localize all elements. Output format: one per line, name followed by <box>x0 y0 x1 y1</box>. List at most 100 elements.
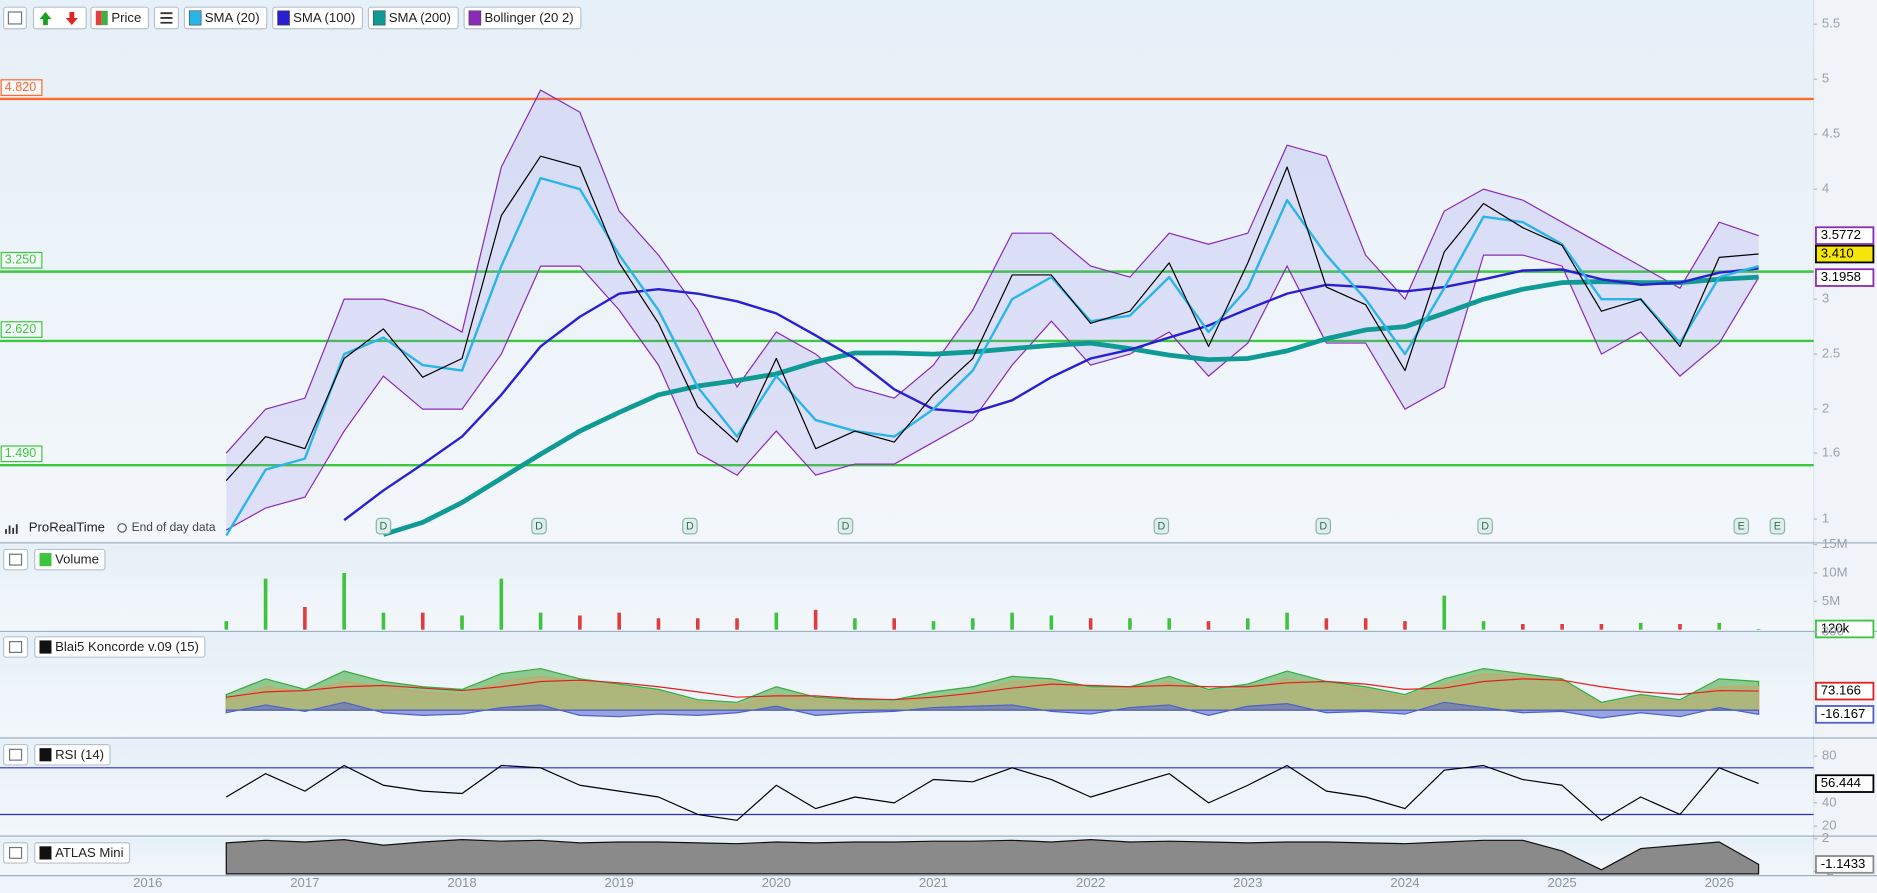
value-tag-box <box>1815 855 1875 874</box>
volume-bar <box>303 606 307 630</box>
volume-bar <box>1246 618 1250 630</box>
volume-bar <box>813 609 818 630</box>
x-tick-label: 2024 <box>1390 875 1419 890</box>
y-tick-label: 10M <box>1822 564 1848 579</box>
x-tick-label: 2022 <box>1076 875 1105 890</box>
volume-bar <box>460 615 464 630</box>
value-tag-box <box>1815 681 1875 701</box>
line <box>225 764 1759 821</box>
y-tick-label: 1.6 <box>1822 445 1840 460</box>
volume-bar <box>263 578 268 630</box>
window-button[interactable] <box>2 6 27 30</box>
event-label: D <box>380 521 388 533</box>
horizontal-line-label: 4.820 <box>5 80 36 94</box>
legend-button[interactable] <box>463 6 582 30</box>
legend-label: SMA (100) <box>293 10 355 25</box>
legend-label: Bollinger (20 2) <box>484 10 573 25</box>
y-tick-label: 4.5 <box>1822 126 1840 141</box>
y-tick-label: 20 <box>1822 818 1837 833</box>
panel-title-box[interactable] <box>34 743 111 766</box>
volume-bar <box>1560 623 1564 630</box>
value-tag: 56.444 <box>1821 775 1861 790</box>
volume-bar <box>1049 615 1054 630</box>
panel-title-box[interactable] <box>34 548 106 571</box>
event-marker <box>375 517 392 535</box>
x-tick-label: 2020 <box>762 875 791 890</box>
event-marker <box>1477 517 1493 535</box>
list-icon <box>160 12 173 24</box>
panel-window-button[interactable] <box>2 548 29 571</box>
volume-bar <box>656 618 661 630</box>
y-tick-label: 300 <box>1822 624 1844 639</box>
value-tag-box <box>1815 705 1875 724</box>
volume-bar <box>1756 628 1761 630</box>
volume-bar <box>1481 621 1486 630</box>
volume-bar <box>1521 623 1525 630</box>
x-tick-label: 2019 <box>605 875 634 890</box>
panel-window-button[interactable] <box>2 842 29 864</box>
volume-bar <box>1599 623 1604 630</box>
volume-bar <box>381 612 386 630</box>
x-tick-label: 2021 <box>919 875 948 890</box>
area <box>225 701 1760 719</box>
volume-bar <box>1324 618 1329 630</box>
legend-swatch <box>468 10 482 26</box>
bollinger-band <box>226 90 1759 531</box>
panel-title-swatch <box>39 846 52 860</box>
legend-label: SMA (20) <box>205 10 260 25</box>
y-tick-label: 3 <box>1822 291 1829 306</box>
panel-title-box[interactable] <box>34 636 206 658</box>
event-label: D <box>1157 521 1165 533</box>
line <box>226 678 1759 701</box>
volume-bar <box>578 615 582 630</box>
volume-bar <box>1206 621 1211 630</box>
volume-bar <box>774 612 779 630</box>
event-marker <box>1153 517 1170 535</box>
volume-bar <box>342 572 346 630</box>
volume-bar <box>853 618 857 630</box>
panel-title-box[interactable] <box>34 842 131 864</box>
value-tag: 3.5772 <box>1821 227 1861 242</box>
panel-window-icon <box>8 846 23 859</box>
y-tick-label: 1 <box>1822 511 1829 526</box>
bollinger-lower <box>225 254 1760 531</box>
area <box>225 673 1760 711</box>
value-tag-box <box>1815 268 1875 287</box>
volume-bar <box>617 612 621 630</box>
legend-button[interactable] <box>183 6 268 30</box>
legend-button[interactable] <box>272 6 364 30</box>
event-marker <box>682 517 698 535</box>
event-label: D <box>535 521 543 533</box>
event-marker <box>1769 517 1786 535</box>
value-tag: -1.1433 <box>1821 856 1866 871</box>
volume-bar <box>1638 622 1643 630</box>
value-tag: 73.166 <box>1821 683 1861 698</box>
horizontal-line-label-box <box>0 321 43 338</box>
panel-window-button[interactable] <box>2 743 29 766</box>
legend-swatch <box>277 10 290 26</box>
legend-button[interactable] <box>367 6 459 30</box>
up-arrow <box>39 11 52 26</box>
volume-bar <box>499 578 504 630</box>
area <box>225 839 1760 875</box>
volume-bar <box>970 618 975 630</box>
volume-bar <box>1442 595 1447 630</box>
event-marker <box>1733 517 1750 535</box>
event-label: D <box>1481 521 1489 533</box>
panel-window-button[interactable] <box>2 636 29 658</box>
event-label: D <box>686 521 694 533</box>
line <box>382 274 1759 537</box>
horizontal-line-label: 2.620 <box>5 322 36 336</box>
y-tick-label: 5M <box>1822 593 1840 608</box>
down-arrow <box>65 11 78 26</box>
volume-bar <box>224 621 229 630</box>
legend-swatch <box>101 10 108 26</box>
y-tick-label: 2 <box>1822 830 1829 845</box>
volume-bar <box>1167 618 1172 630</box>
y-tick-label: 2 <box>1822 401 1829 416</box>
panel-title-swatch <box>39 553 52 567</box>
toolbar: Price SMA (20) SMA (100) SMA (200) Bollinger… <box>2 6 582 30</box>
panel-title-swatch <box>39 748 52 762</box>
right-axis-area <box>1813 0 1877 893</box>
